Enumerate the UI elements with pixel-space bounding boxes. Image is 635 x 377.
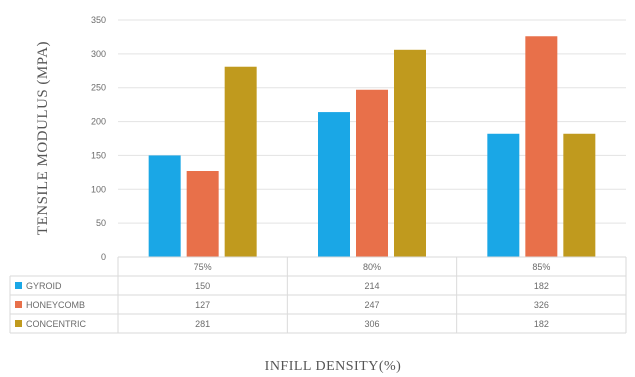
legend-label-gyroid: GYROID xyxy=(26,281,62,291)
y-axis-ticks: 0 50 100 150 200 250 300 350 xyxy=(91,15,106,262)
legend-key-gyroid xyxy=(15,282,22,289)
bars xyxy=(148,36,596,258)
data-label: 150 xyxy=(195,281,210,291)
x-tick-label: 80% xyxy=(363,262,381,272)
bar-concentric-1 xyxy=(224,66,257,257)
data-label: 182 xyxy=(534,281,549,291)
data-table: 75% 80% 85% GYROID 150 214 182 HONEYCOMB 127 247 3… xyxy=(9,256,627,334)
x-axis-label: INFILL DENSITY(%) xyxy=(265,359,402,374)
y-tick-label: 150 xyxy=(91,150,106,160)
y-tick-label: 350 xyxy=(91,15,106,25)
bar-gyroid-3 xyxy=(487,133,520,257)
legend-label-concentric: CONCENTRIC xyxy=(26,319,86,329)
y-axis-label: TENSILE MODULUS (MPA) xyxy=(35,41,51,235)
y-tick-label: 200 xyxy=(91,117,106,127)
y-tick-label: 100 xyxy=(91,184,106,194)
y-tick-label: 300 xyxy=(91,49,106,59)
bar-concentric-3 xyxy=(563,133,596,257)
x-tick-label: 85% xyxy=(532,262,550,272)
data-label: 214 xyxy=(364,281,379,291)
data-label: 281 xyxy=(195,319,210,329)
bar-honeycomb-1 xyxy=(186,171,219,257)
data-label: 326 xyxy=(534,300,549,310)
bar-gyroid-1 xyxy=(148,155,181,257)
data-label: 182 xyxy=(534,319,549,329)
y-tick-label: 250 xyxy=(91,83,106,93)
bar-honeycomb-2 xyxy=(356,89,388,257)
legend-key-concentric xyxy=(15,320,22,327)
data-label: 127 xyxy=(195,300,210,310)
bar-honeycomb-3 xyxy=(525,36,558,257)
data-label: 306 xyxy=(364,319,379,329)
legend-label-honeycomb: HONEYCOMB xyxy=(26,300,85,310)
y-tick-label: 0 xyxy=(101,252,106,262)
bar-gyroid-2 xyxy=(318,112,350,257)
legend-key-honeycomb xyxy=(15,301,22,308)
y-tick-label: 50 xyxy=(96,218,106,228)
x-tick-label: 75% xyxy=(194,262,212,272)
data-label: 247 xyxy=(364,300,379,310)
bar-concentric-2 xyxy=(394,49,426,258)
